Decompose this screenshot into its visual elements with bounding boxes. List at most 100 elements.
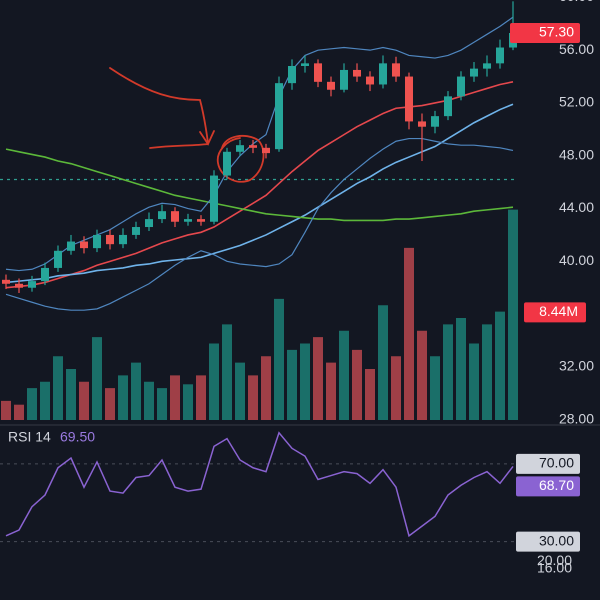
volume-bar: [339, 330, 349, 420]
volume-bar: [14, 404, 24, 420]
annotation-arrowhead: [199, 130, 215, 146]
volume-bar: [300, 343, 310, 420]
candle-body: [184, 219, 192, 222]
volume-bar: [443, 324, 453, 420]
rsi-title: RSI 14: [8, 429, 51, 445]
overlay-line: [5, 81, 514, 289]
rsi-tick-label: 16.00: [537, 560, 572, 576]
volume-bar: [404, 247, 414, 420]
candle-body: [392, 63, 400, 77]
volume-bar: [378, 305, 388, 420]
volume-bar: [131, 362, 141, 420]
candle-body: [353, 69, 361, 77]
price-tag-label: 57.30: [539, 24, 574, 40]
annotation: [109, 67, 265, 183]
plot-layer: [0, 16, 518, 420]
volume-bar: [235, 362, 245, 420]
candle-body: [249, 145, 257, 148]
y-tick-label: 52.00: [559, 94, 594, 110]
candle-body: [223, 151, 231, 176]
candle-body: [262, 147, 270, 154]
rsi-line: [5, 431, 514, 538]
candle-body: [41, 267, 49, 282]
overlay-line: [5, 148, 514, 222]
rsi-level-tag: [516, 531, 580, 552]
volume-bar: [157, 388, 167, 420]
overlay-line: [5, 103, 514, 284]
candle-body: [210, 175, 218, 222]
volume-bar: [144, 381, 154, 420]
candle-body: [197, 219, 205, 222]
volume-bar: [261, 356, 271, 420]
candle-body: [275, 83, 283, 150]
volume-bar: [352, 349, 362, 420]
volume-bar: [79, 381, 89, 420]
annotation-arrow: [149, 143, 209, 149]
candle-body: [314, 63, 322, 82]
candle-body: [119, 234, 127, 245]
candle-body: [236, 145, 244, 152]
volume-bar: [118, 375, 128, 420]
candle-body: [171, 211, 179, 222]
candle-body: [80, 241, 88, 249]
volume-bar: [27, 388, 37, 420]
volume-bar: [1, 400, 11, 420]
candle-body: [496, 47, 504, 64]
candle-body: [379, 63, 387, 85]
candle-body: [340, 69, 348, 90]
volume-bar: [391, 356, 401, 420]
candle-body: [15, 283, 23, 288]
candle-body: [327, 81, 335, 90]
volume-bar: [430, 356, 440, 420]
volume-bar: [170, 375, 180, 420]
candle-body: [54, 250, 62, 268]
volume-bar: [196, 375, 206, 420]
volume-bar: [456, 318, 466, 420]
y-tick-label: 48.00: [559, 146, 594, 162]
rsi-tag: [516, 476, 580, 497]
rsi-level-label: 30.00: [539, 532, 574, 548]
volume-tag-label: 8.44M: [539, 303, 578, 319]
candle-body: [28, 281, 36, 288]
volume-bar: [92, 337, 102, 420]
candle-body: [145, 219, 153, 228]
candle-body: [2, 279, 10, 284]
candle-body: [457, 76, 465, 97]
rsi-tick-label: 20.00: [537, 552, 572, 568]
candle-body: [158, 211, 166, 220]
y-tick-label: 44.00: [559, 199, 594, 215]
volume-bar: [417, 330, 427, 420]
y-tick-label: 28.00: [559, 410, 594, 426]
candle-body: [431, 116, 439, 127]
volume-bar: [274, 298, 284, 420]
candle-body: [132, 227, 140, 235]
candle-body: [483, 63, 491, 69]
y-tick-label: 60.00: [559, 0, 594, 4]
volume-bar: [53, 356, 63, 420]
y-tick-label: 32.00: [559, 358, 594, 374]
candle-body: [366, 76, 374, 85]
candle-body: [444, 96, 452, 117]
annotation-arrow: [109, 67, 209, 144]
candle-body: [405, 76, 413, 122]
candle-body: [301, 63, 309, 66]
candle-body: [288, 65, 296, 84]
price-tag: [510, 22, 580, 43]
volume-bar: [495, 311, 505, 420]
volume-bar: [105, 388, 115, 420]
y-tick-label: 40.00: [559, 252, 594, 268]
rsi-current: 69.50: [60, 429, 95, 445]
volume-bar: [222, 324, 232, 420]
annotation-circle: [216, 134, 265, 183]
rsi-tag-label: 68.70: [539, 477, 574, 493]
candle-body: [418, 121, 426, 127]
rsi-level-label: 70.00: [539, 455, 574, 471]
overlay-line: [5, 16, 514, 272]
candle-body: [106, 234, 114, 245]
volume-bar: [287, 349, 297, 420]
volume-bar: [482, 324, 492, 420]
volume-bar: [508, 209, 518, 420]
volume-bar: [326, 362, 336, 420]
